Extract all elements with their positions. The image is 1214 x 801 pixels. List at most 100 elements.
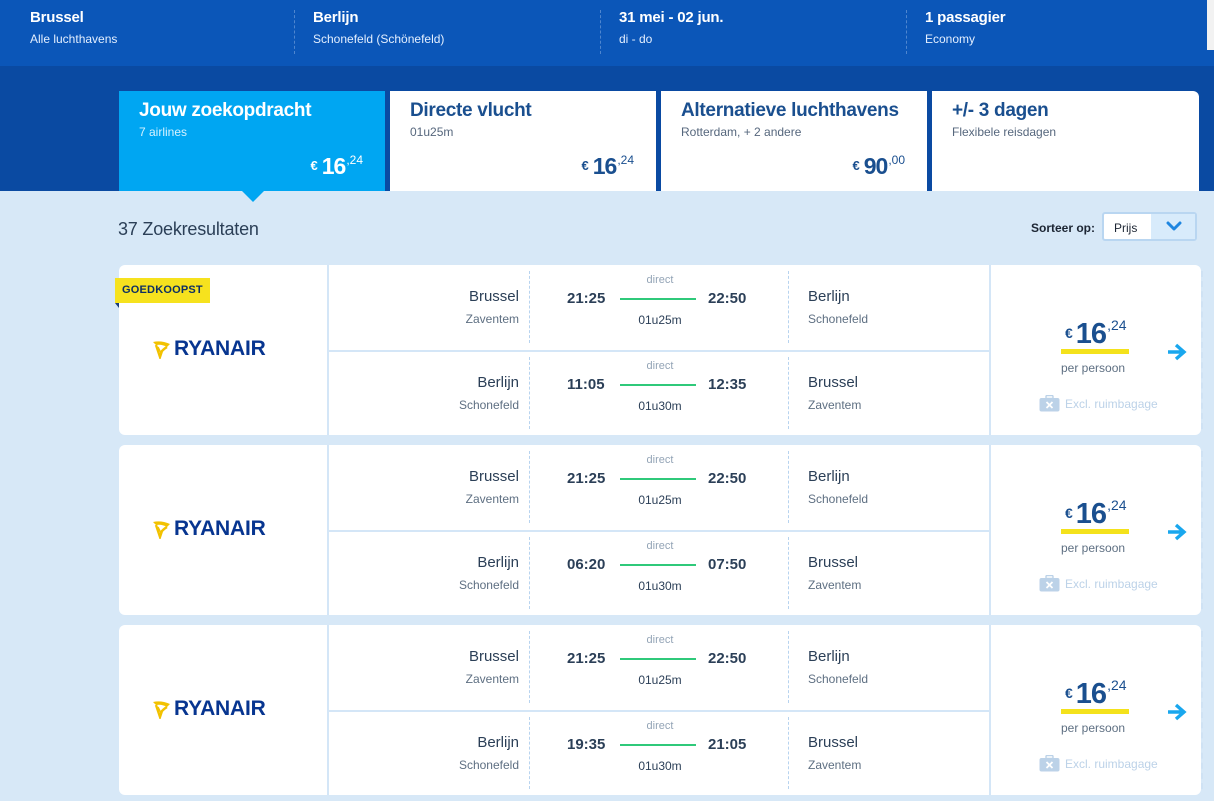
arrival-airport: Schonefeld (808, 492, 869, 506)
arrival-city: Berlijn (808, 648, 850, 665)
scrollbar[interactable] (1207, 0, 1214, 66)
tab-price: €16,24 (310, 153, 363, 180)
flight-type: direct (646, 540, 674, 552)
arrival-time: 22:50 (708, 650, 747, 667)
departure-airport: Zaventem (465, 672, 519, 686)
airline-column: GOEDKOOPST RYANAIR (115, 265, 329, 435)
price-decimal: ,24 (1107, 677, 1127, 693)
leg-divider (529, 271, 530, 343)
inbound-leg[interactable]: Berlijn Schonefeld 19:35 direct 01u30m 2… (328, 711, 990, 795)
airline-logo: RYANAIR (152, 337, 266, 361)
tab-subtitle: 01u25m (410, 125, 454, 139)
baggage-text: Excl. ruimbagage (1065, 756, 1158, 771)
destination-airport: Schonefeld (Schönefeld) (313, 32, 445, 46)
outbound-leg[interactable]: Brussel Zaventem 21:25 direct 01u25m 22:… (328, 445, 990, 532)
flight-result-card[interactable]: RYANAIR Brussel Zaventem 21:25 direct 01… (119, 445, 1203, 615)
leg-divider (529, 631, 530, 703)
price-integer: 16 (1075, 318, 1107, 350)
departure-time: 11:05 (567, 376, 605, 393)
arrival-airport: Schonefeld (808, 672, 869, 686)
price-column[interactable]: €16,24 per persoon Excl. ruimbagage (989, 265, 1203, 435)
inbound-leg[interactable]: Berlijn Schonefeld 06:20 direct 01u30m 0… (328, 531, 990, 615)
flight-type: direct (646, 634, 674, 646)
currency-symbol: € (1065, 505, 1073, 521)
origin-airports: Alle luchthavens (30, 32, 118, 46)
baggage-info: Excl. ruimbagage (1039, 755, 1158, 772)
cheapest-badge: GOEDKOOPST (115, 278, 210, 308)
arrival-city: Berlijn (808, 468, 850, 485)
flight-line (620, 744, 696, 746)
select-flight-arrow[interactable] (1167, 343, 1187, 366)
leg-divider (788, 537, 789, 609)
arrow-right-icon (1168, 703, 1187, 721)
airline-name: RYANAIR (174, 517, 266, 540)
departure-time: 21:25 (567, 650, 606, 667)
tab-your-search[interactable]: Jouw zoekopdracht 7 airlines €16,24 (119, 91, 385, 191)
price-integer: 16 (1075, 678, 1107, 710)
travel-dates: 31 mei - 02 jun. (619, 9, 724, 26)
outbound-leg[interactable]: Brussel Zaventem 21:25 direct 01u25m 22:… (328, 265, 990, 352)
tab-alternative-airports[interactable]: Alternatieve luchthavens Rotterdam, + 2 … (661, 91, 927, 191)
departure-airport: Schonefeld (458, 578, 519, 592)
tab-direct-flight[interactable]: Directe vlucht 01u25m €16,24 (390, 91, 656, 191)
price-decimal: ,24 (617, 153, 634, 167)
select-flight-arrow[interactable] (1167, 523, 1187, 546)
departure-city: Brussel (468, 468, 519, 485)
outbound-leg[interactable]: Brussel Zaventem 21:25 direct 01u25m 22:… (328, 625, 990, 712)
summary-passengers[interactable]: 1 passagier Economy (925, 0, 1006, 66)
price-decimal: ,24 (346, 153, 363, 167)
inbound-leg[interactable]: Berlijn Schonefeld 11:05 direct 01u30m 1… (328, 351, 990, 435)
tab-flexible-dates[interactable]: +/- 3 dagen Flexibele reisdagen (932, 91, 1199, 191)
arrival-city: Berlijn (808, 288, 850, 305)
tab-subtitle: 7 airlines (139, 125, 188, 139)
flight-duration: 01u30m (638, 759, 682, 773)
sort-selected-value: Prijs (1114, 221, 1138, 235)
summary-divider (906, 10, 907, 54)
airline-column: RYANAIR (119, 445, 329, 615)
sort-chevron-area[interactable] (1151, 214, 1195, 239)
card-price: €16,24 (1065, 677, 1127, 711)
flight-result-card[interactable]: GOEDKOOPST RYANAIR Brussel Zaventem 21:2… (115, 265, 1203, 435)
arrow-right-icon (1168, 343, 1187, 361)
price-integer: 90 (863, 153, 889, 179)
arrival-city: Brussel (808, 374, 859, 391)
price-column[interactable]: €16,24 per persoon Excl. ruimbagage (989, 445, 1203, 615)
summary-origin[interactable]: Brussel Alle luchthavens (30, 0, 117, 66)
chevron-down-icon (1166, 221, 1182, 231)
per-person-label: per persoon (1061, 721, 1126, 735)
flight-duration: 01u25m (638, 313, 682, 327)
flight-line (620, 564, 696, 566)
departure-airport: Schonefeld (458, 758, 519, 772)
summary-dates[interactable]: 31 mei - 02 jun. di - do (619, 0, 724, 66)
summary-divider (600, 10, 601, 54)
arrival-time: 07:50 (708, 556, 747, 573)
card-price: €16,24 (1065, 497, 1127, 531)
departure-city: Berlijn (477, 374, 519, 391)
arrival-time: 22:50 (708, 470, 747, 487)
travel-days: di - do (619, 32, 653, 46)
price-decimal: ,24 (1107, 497, 1127, 513)
departure-city: Berlijn (477, 554, 519, 571)
ryanair-harp-icon (153, 341, 170, 359)
airline-name: RYANAIR (174, 337, 266, 360)
sort-label: Sorteer op: (1031, 221, 1096, 235)
flight-line (620, 384, 696, 386)
flight-type: direct (646, 454, 674, 466)
results-count: 37 Zoekresultaten (118, 219, 259, 239)
arrival-airport: Zaventem (808, 398, 862, 412)
sort-select[interactable]: Prijs (1102, 212, 1197, 241)
scrollbar-thumb[interactable] (1207, 0, 1214, 50)
currency-symbol: € (310, 158, 318, 173)
flight-result-card[interactable]: RYANAIR Brussel Zaventem 21:25 direct 01… (119, 625, 1203, 795)
summary-destination[interactable]: Berlijn Schonefeld (Schönefeld) (313, 0, 444, 66)
flight-type: direct (646, 720, 674, 732)
arrival-time: 21:05 (708, 736, 747, 753)
airline-column: RYANAIR (119, 625, 329, 795)
flight-type: direct (646, 274, 674, 286)
flight-duration: 01u30m (638, 399, 682, 413)
departure-airport: Zaventem (465, 312, 519, 326)
price-column[interactable]: €16,24 per persoon Excl. ruimbagage (989, 625, 1203, 795)
select-flight-arrow[interactable] (1167, 703, 1187, 726)
arrow-right-icon (1168, 523, 1187, 541)
origin-city: Brussel (30, 9, 84, 26)
